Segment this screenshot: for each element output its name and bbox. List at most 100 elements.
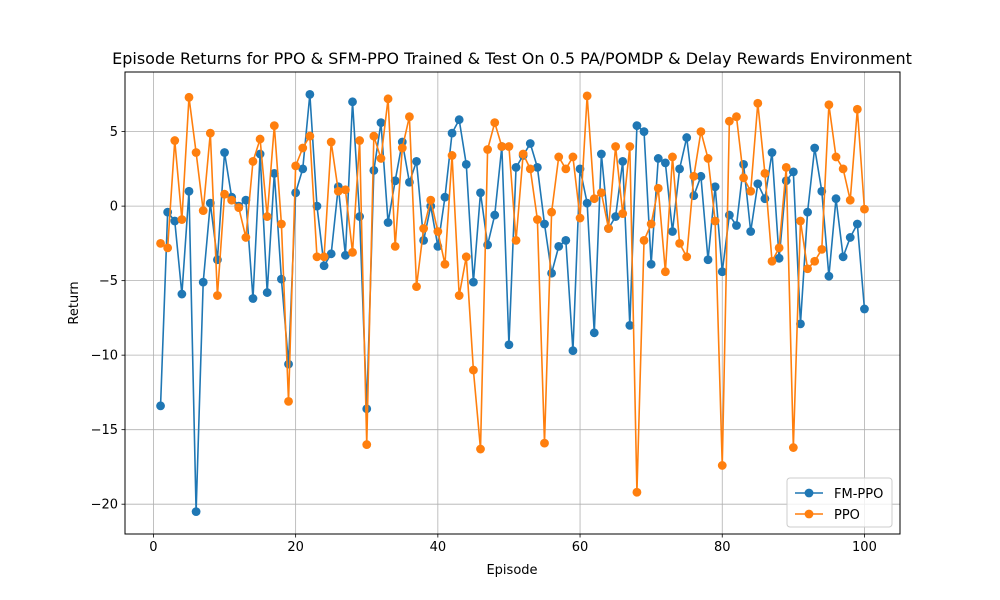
series-ppo — [156, 91, 869, 497]
data-point-ppo — [696, 127, 706, 137]
data-point-ppo — [277, 219, 286, 229]
data-point-ppo — [198, 206, 208, 216]
data-point-ppo — [220, 189, 229, 199]
data-point-ppo — [241, 233, 251, 242]
y-tick-label: −5 — [99, 274, 118, 289]
data-point-ppo — [333, 186, 343, 196]
data-point-ppo — [504, 142, 514, 151]
data-point-ppo — [810, 256, 820, 266]
data-point-ppo — [710, 216, 720, 226]
data-point-fm-ppo — [461, 160, 471, 169]
data-point-fm-ppo — [191, 507, 201, 517]
data-point-fm-ppo — [390, 176, 400, 186]
data-point-ppo — [468, 365, 478, 375]
data-point-ppo — [163, 243, 173, 253]
data-point-fm-ppo — [355, 212, 365, 221]
data-point-fm-ppo — [547, 268, 557, 278]
data-point-ppo — [497, 142, 507, 151]
data-point-ppo — [739, 173, 748, 183]
legend-marker-ppo — [804, 509, 814, 519]
data-point-fm-ppo — [262, 288, 272, 297]
data-point-fm-ppo — [525, 139, 535, 148]
data-point-ppo — [760, 168, 770, 178]
data-point-fm-ppo — [504, 340, 514, 350]
data-point-ppo — [312, 252, 322, 262]
data-point-ppo — [646, 219, 656, 229]
x-tick-label: 40 — [430, 540, 447, 555]
data-point-fm-ppo — [532, 162, 542, 172]
data-point-fm-ppo — [724, 210, 734, 220]
data-point-ppo — [554, 152, 564, 162]
data-point-fm-ppo — [646, 259, 656, 269]
data-point-ppo — [433, 227, 443, 236]
data-point-ppo — [248, 157, 258, 166]
data-point-fm-ppo — [803, 207, 812, 217]
data-point-fm-ppo — [753, 179, 763, 189]
data-point-fm-ppo — [454, 115, 464, 125]
y-tick-label: 0 — [110, 200, 118, 215]
data-point-ppo — [824, 100, 834, 110]
data-point-ppo — [611, 142, 620, 151]
data-point-ppo — [575, 213, 585, 223]
data-point-ppo — [348, 247, 357, 257]
data-point-ppo — [156, 238, 165, 248]
x-axis-label: Episode — [486, 563, 537, 578]
data-point-fm-ppo — [326, 249, 336, 259]
data-point-ppo — [689, 171, 699, 181]
data-point-fm-ppo — [732, 221, 741, 230]
data-point-fm-ppo — [490, 210, 500, 220]
y-tick-label: −20 — [91, 498, 118, 513]
data-point-fm-ppo — [796, 319, 805, 329]
data-point-fm-ppo — [177, 289, 187, 299]
data-point-ppo — [604, 224, 613, 233]
data-point-fm-ppo — [284, 359, 293, 369]
data-point-fm-ppo — [241, 195, 251, 205]
y-axis-label: Return — [67, 281, 82, 324]
data-point-ppo — [568, 152, 578, 162]
x-tick-label: 60 — [572, 540, 589, 555]
data-point-ppo — [405, 112, 414, 122]
legend-label-ppo: PPO — [834, 508, 860, 523]
data-point-ppo — [383, 94, 393, 104]
data-point-ppo — [227, 195, 237, 205]
data-point-ppo — [284, 396, 293, 406]
data-point-ppo — [618, 209, 628, 218]
data-point-ppo — [596, 188, 606, 198]
data-point-fm-ppo — [476, 188, 485, 198]
data-point-ppo — [262, 212, 272, 221]
data-point-fm-ppo — [703, 255, 713, 265]
data-point-fm-ppo — [269, 168, 279, 178]
series-line-ppo — [160, 95, 866, 494]
data-point-fm-ppo — [184, 186, 194, 196]
data-point-fm-ppo — [788, 167, 798, 177]
data-point-ppo — [440, 259, 450, 269]
data-point-fm-ppo — [568, 346, 578, 356]
data-point-fm-ppo — [618, 157, 628, 166]
y-tick-label: 5 — [110, 125, 118, 140]
series-fm-ppo — [156, 89, 869, 517]
chart-title: Episode Returns for PPO & SFM-PPO Traine… — [112, 49, 912, 68]
x-tick-label: 100 — [852, 540, 877, 555]
data-point-ppo — [476, 444, 485, 454]
data-point-fm-ppo — [860, 304, 869, 314]
data-point-ppo — [838, 164, 848, 174]
data-point-ppo — [205, 128, 215, 138]
data-point-ppo — [362, 440, 372, 449]
data-point-ppo — [753, 98, 763, 108]
data-point-fm-ppo — [589, 328, 599, 338]
data-point-fm-ppo — [305, 89, 315, 99]
data-point-ppo — [419, 224, 429, 233]
data-point-ppo — [767, 256, 777, 266]
data-point-ppo — [234, 203, 244, 213]
data-point-fm-ppo — [838, 252, 848, 262]
data-point-ppo — [831, 152, 841, 162]
data-point-ppo — [426, 195, 436, 205]
data-point-fm-ppo — [611, 212, 620, 221]
data-point-fm-ppo — [824, 271, 834, 281]
data-point-ppo — [511, 236, 521, 245]
plot-frame — [124, 71, 901, 535]
data-point-fm-ppo — [440, 192, 450, 202]
data-point-ppo — [355, 136, 365, 145]
data-point-ppo — [724, 116, 734, 126]
data-point-fm-ppo — [198, 277, 208, 287]
